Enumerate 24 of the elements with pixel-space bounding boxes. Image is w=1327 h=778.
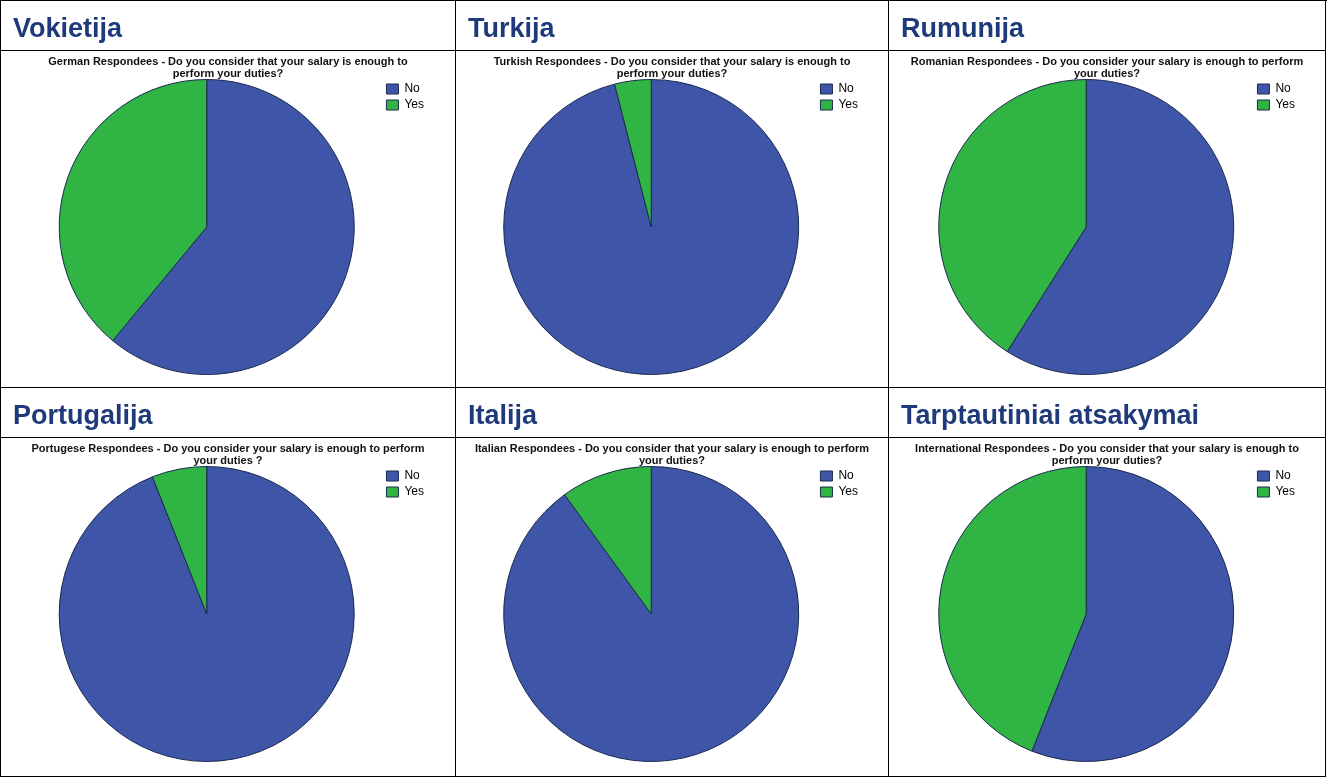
legend-label: No	[1275, 81, 1292, 96]
chart-title: Portugalija	[1, 388, 455, 438]
legend-label: No	[404, 81, 421, 96]
legend-label: Yes	[1275, 484, 1295, 499]
legend-label: Yes	[838, 484, 858, 499]
chart-subtitle: German Respondees - Do you consider that your salary is enough to perform your duties?	[47, 55, 409, 79]
chart-title: Turkija	[456, 1, 888, 51]
legend-label: Yes	[404, 97, 424, 112]
legend-label: Yes	[838, 97, 858, 112]
chart-subtitle: Portugese Respondees - Do you consider your salary is enough to perform your duties ?	[30, 442, 426, 466]
legend-label: Yes	[404, 484, 424, 499]
legend-label: Yes	[1275, 97, 1295, 112]
chart-title: Vokietija	[1, 1, 455, 51]
legend-label: No	[1275, 468, 1292, 483]
legend-label: No	[838, 468, 855, 483]
chart-subtitle: Italian Respondees - Do you consider that your salary is enough to perform your duties?	[473, 442, 871, 466]
chart-title: Italija	[456, 388, 888, 438]
chart-title: Rumunija	[889, 1, 1325, 51]
chart-title: Tarptautiniai atsakymai	[889, 388, 1325, 438]
chart-subtitle: Romanian Respondees - Do you consider your salary is enough to perform your duties?	[909, 55, 1305, 79]
legend-label: No	[838, 81, 855, 96]
legend-label: No	[404, 468, 421, 483]
chart-subtitle: International Respondees - Do you consider that your salary is enough to perform your duties?	[914, 442, 1300, 466]
chart-subtitle: Turkish Respondees - Do you consider that your salary is enough to perform your duties?	[492, 55, 852, 79]
